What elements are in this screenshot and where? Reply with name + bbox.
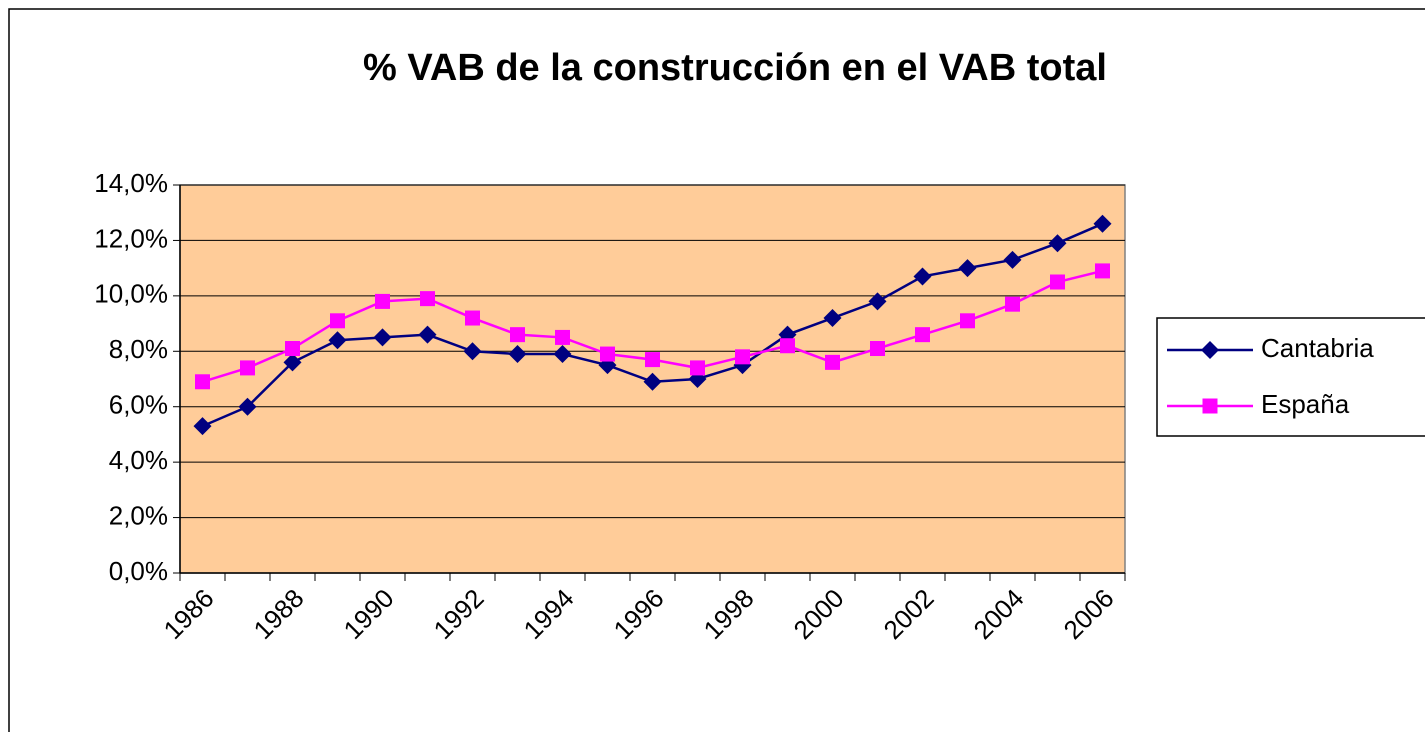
y-tick-label: 10,0% — [94, 279, 168, 309]
data-point — [465, 310, 480, 326]
data-point — [1003, 250, 1022, 269]
data-point — [238, 397, 257, 416]
data-point — [645, 352, 660, 368]
data-point — [330, 313, 345, 329]
data-point — [553, 345, 572, 364]
data-point — [1093, 214, 1112, 233]
y-tick-label: 12,0% — [94, 223, 168, 253]
y-tick-label: 6,0% — [109, 390, 168, 420]
data-point — [463, 342, 482, 361]
data-point — [600, 346, 615, 362]
legend-label: Cantabria — [1261, 333, 1374, 363]
data-point — [510, 327, 525, 343]
legend-marker — [1202, 398, 1218, 414]
data-point — [913, 267, 932, 286]
data-point — [508, 345, 527, 364]
data-point — [1048, 234, 1067, 253]
data-point — [690, 360, 705, 376]
data-point — [240, 360, 255, 376]
legend-label: España — [1261, 389, 1350, 419]
y-tick-label: 14,0% — [94, 168, 168, 198]
data-point — [1005, 296, 1020, 312]
data-point — [328, 331, 347, 350]
data-point — [780, 338, 795, 354]
data-point — [418, 325, 437, 344]
data-point — [193, 417, 212, 436]
data-point — [375, 293, 390, 309]
data-point — [1095, 263, 1110, 279]
data-point — [958, 259, 977, 278]
legend-marker — [1201, 341, 1219, 359]
data-point — [825, 354, 840, 370]
data-point — [285, 341, 300, 357]
chart-title: % VAB de la construcción en el VAB total — [363, 47, 1107, 89]
y-tick-label: 2,0% — [109, 500, 168, 530]
data-point — [868, 292, 887, 311]
data-point — [1050, 274, 1065, 290]
data-point — [555, 329, 570, 345]
data-point — [823, 309, 842, 328]
y-tick-label: 0,0% — [109, 556, 168, 586]
y-tick-label: 4,0% — [109, 445, 168, 475]
data-point — [373, 328, 392, 347]
data-point — [643, 372, 662, 391]
data-point — [735, 349, 750, 365]
legend-box — [1156, 317, 1425, 437]
y-tick-label: 8,0% — [109, 334, 168, 364]
data-point — [283, 353, 302, 372]
data-point — [420, 291, 435, 307]
data-point — [870, 341, 885, 357]
data-point — [960, 313, 975, 329]
data-point — [195, 374, 210, 390]
data-point — [915, 327, 930, 343]
